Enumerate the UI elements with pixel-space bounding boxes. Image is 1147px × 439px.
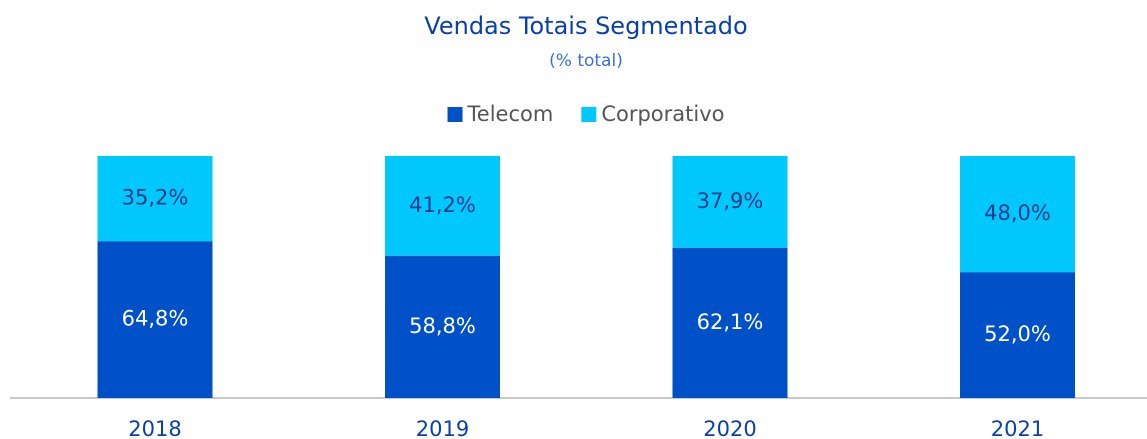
legend-swatch: [447, 107, 463, 122]
x-tick-label: 2020: [703, 417, 756, 439]
legend-label: Telecom: [467, 102, 554, 126]
bar-segment: [385, 255, 500, 398]
x-tick-label: 2019: [416, 417, 469, 439]
bar-segment: [97, 241, 213, 398]
legend-swatch: [581, 107, 597, 122]
data-label: 58,8%: [409, 314, 476, 338]
bar-segment: [960, 272, 1075, 398]
bar-segment: [97, 156, 213, 242]
chart-title: Vendas Totais Segmentado: [424, 12, 747, 40]
legend-label: Corporativo: [601, 102, 724, 126]
data-label: 62,1%: [697, 310, 764, 334]
data-label: 64,8%: [122, 307, 189, 331]
data-label: 37,9%: [697, 189, 764, 213]
bar-segment: [672, 156, 788, 248]
chart-subtitle: (% total): [549, 51, 623, 71]
data-label: 41,2%: [409, 193, 476, 217]
bar-segment: [385, 156, 500, 256]
bar-segment: [672, 247, 788, 398]
x-tick-label: 2018: [128, 417, 181, 439]
x-tick-label: 2021: [991, 417, 1044, 439]
data-label: 48,0%: [984, 201, 1051, 225]
data-label: 52,0%: [984, 322, 1051, 346]
bar-segment: [960, 156, 1075, 273]
data-label: 35,2%: [122, 186, 189, 210]
